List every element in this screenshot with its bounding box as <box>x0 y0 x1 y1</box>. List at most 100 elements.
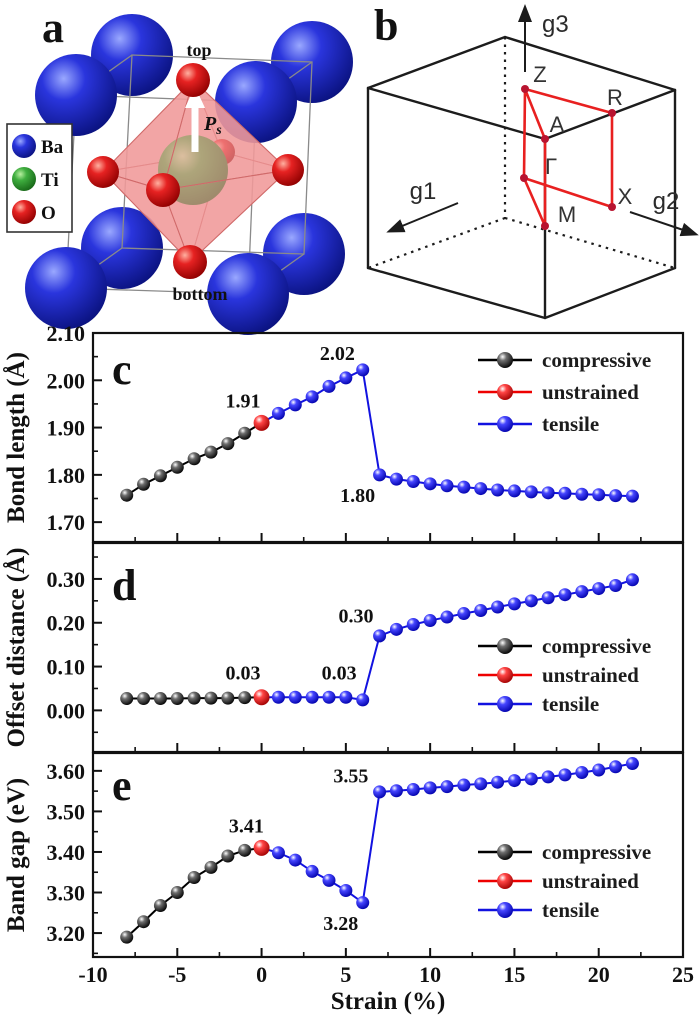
y-axis-title: Offset distance (Å) <box>2 548 30 748</box>
value-annotation: 3.28 <box>323 913 358 935</box>
kpoint-label-X: X <box>618 184 633 209</box>
kpoint-label-R: R <box>607 85 623 110</box>
value-annotation: 0.03 <box>322 663 357 685</box>
data-point-tensile <box>406 617 420 631</box>
data-point-tensile <box>625 573 639 587</box>
legend-marker-tensile <box>497 696 513 712</box>
data-point-tensile <box>271 846 285 860</box>
data-point-tensile <box>423 781 437 795</box>
y-axis-title: Bond length (Å) <box>2 352 30 523</box>
x-tick-label: 5 <box>340 962 351 987</box>
data-point-compressive <box>170 692 184 706</box>
chart-offset-distance: 0.00 0.10 0.20 0.30 Offset distance (Å) 0.03 0… <box>2 541 685 754</box>
y-axis-title: Band gap (eV) <box>3 778 30 932</box>
data-point-tensile <box>609 760 623 774</box>
data-point-tensile <box>507 484 521 498</box>
data-point-tensile <box>440 610 454 624</box>
data-point-tensile <box>271 690 285 704</box>
data-point-compressive <box>238 843 252 857</box>
kpoint-label-M: M <box>558 202 576 227</box>
data-point-tensile <box>575 487 589 501</box>
data-point-tensile <box>356 896 370 910</box>
x-tick-label: 0 <box>256 962 267 987</box>
legend-marker-compressive <box>497 352 513 368</box>
data-point-compressive <box>187 691 201 705</box>
y-tick-label: 3.20 <box>47 921 86 946</box>
data-point-tensile <box>575 765 589 779</box>
data-point-compressive <box>221 849 235 863</box>
y-tick-label: 1.70 <box>47 510 86 535</box>
data-point-compressive <box>187 452 201 466</box>
panel-a-letter: a <box>42 3 64 52</box>
y-tick-label: 1.90 <box>47 416 86 441</box>
oxygen-sphere <box>146 173 180 207</box>
y-tick-label: 2.00 <box>47 368 86 393</box>
legend-marker-tensile <box>497 416 513 432</box>
x-tick-label: 15 <box>503 962 525 987</box>
data-point-tensile <box>305 864 319 878</box>
data-point-compressive <box>153 692 167 706</box>
data-point-tensile <box>558 768 572 782</box>
data-point-tensile <box>592 763 606 777</box>
legend-label-tensile: tensile <box>542 898 599 922</box>
kpoint-dot <box>541 135 549 143</box>
data-point-tensile <box>491 600 505 614</box>
data-point-tensile <box>373 468 387 482</box>
data-point-tensile <box>389 472 403 486</box>
y-tick-label: 0.10 <box>47 655 86 680</box>
kpoint-dot <box>541 222 549 230</box>
data-point-tensile <box>406 474 420 488</box>
data-point-tensile <box>474 777 488 791</box>
y-tick-label: 2.10 <box>47 321 86 346</box>
data-point-compressive <box>221 437 235 451</box>
panel-letter-c: c <box>112 345 132 394</box>
g3-axis-label: g3 <box>542 11 569 38</box>
data-point-tensile <box>457 778 471 792</box>
data-point-tensile <box>339 690 353 704</box>
oxygen-sphere-top <box>176 63 210 97</box>
data-point-compressive <box>238 426 252 440</box>
y-tick-label: 0.00 <box>47 698 86 723</box>
chart-bond-length: 1.70 1.80 1.90 2.00 2.10 Bond length (Å) 1.91 2… <box>2 321 685 544</box>
octahedron-front <box>101 78 290 263</box>
value-annotation: 2.02 <box>320 343 355 365</box>
kpoint-label-A: A <box>550 112 565 137</box>
data-point-compressive <box>137 692 151 706</box>
legend-label-unstrained: unstrained <box>542 869 639 893</box>
reciprocal-axes <box>386 4 699 237</box>
panel-letter-e: e <box>112 761 132 810</box>
data-point-tensile <box>339 371 353 385</box>
data-point-tensile <box>457 607 471 621</box>
data-point-tensile <box>558 588 572 602</box>
data-point-unstrained <box>253 689 270 706</box>
barium-spheres-front <box>25 54 297 335</box>
data-point-tensile <box>592 488 606 502</box>
legend-marker-unstrained <box>497 873 513 889</box>
data-point-tensile <box>609 489 623 503</box>
data-point-tensile <box>491 775 505 789</box>
x-tick-label: -10 <box>78 962 107 987</box>
data-point-tensile <box>592 582 606 596</box>
data-point-compressive <box>204 445 218 459</box>
structure-diagram-row: Ps top bottom Ba Ti O a <box>0 0 700 335</box>
g1-axis-label: g1 <box>410 178 437 205</box>
data-point-tensile <box>373 629 387 643</box>
bottom-site-label: bottom <box>173 284 228 304</box>
bz-cube-hidden-edges <box>367 37 676 270</box>
data-point-compressive <box>187 871 201 885</box>
legend-label-compressive: compressive <box>542 840 651 864</box>
data-point-tensile <box>524 594 538 608</box>
data-point-tensile <box>339 883 353 897</box>
data-point-tensile <box>575 585 589 599</box>
legend-marker-compressive <box>497 844 513 860</box>
data-point-tensile <box>609 579 623 593</box>
data-point-compressive <box>153 469 167 483</box>
kpoint-dot <box>608 203 616 211</box>
data-point-tensile <box>288 398 302 412</box>
data-point-tensile <box>541 591 555 605</box>
legend-ba-label: Ba <box>41 137 64 158</box>
data-point-tensile <box>373 785 387 799</box>
data-point-tensile <box>440 780 454 794</box>
data-point-tensile <box>322 690 336 704</box>
kpoint-label-Z: Z <box>533 62 546 87</box>
